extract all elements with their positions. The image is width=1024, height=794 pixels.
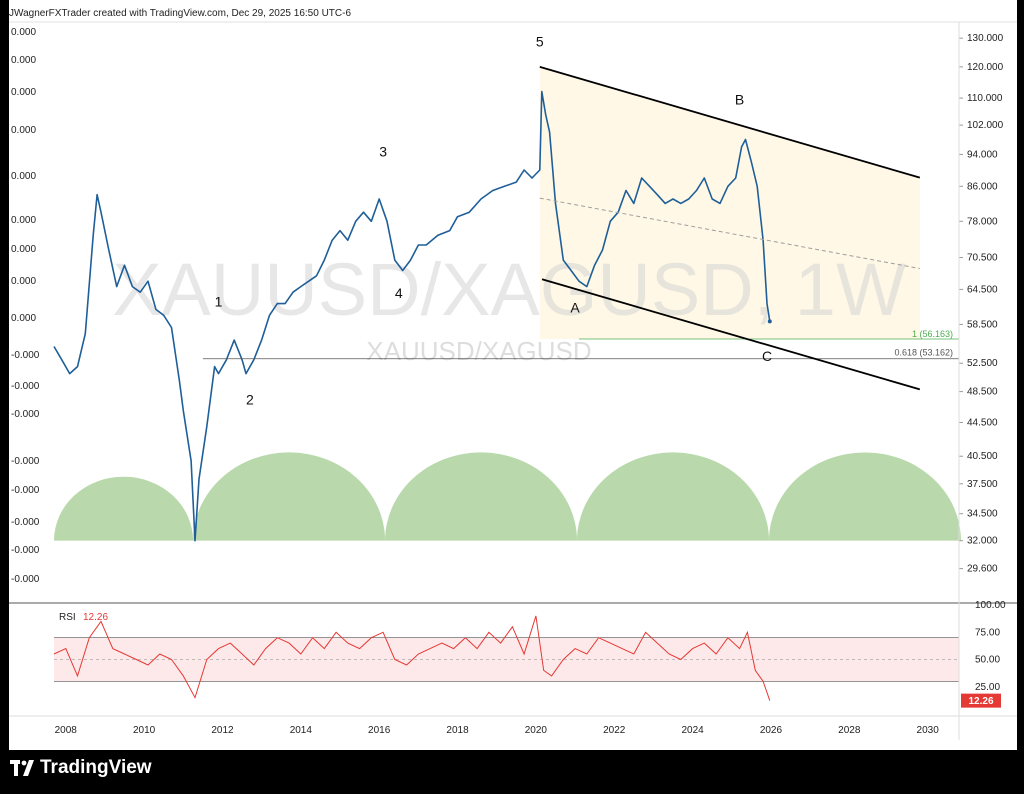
x-tick-label: 2022 [603, 725, 626, 736]
y-tick-label: 94.000 [967, 149, 998, 160]
wave-label-1: 1 [215, 293, 223, 309]
y-tick-label: 29.600 [967, 564, 998, 575]
brand-name: TradingView [40, 757, 152, 778]
left-axis-label: 0.000 [11, 27, 36, 38]
y-tick-label: 64.500 [967, 284, 998, 295]
x-tick-label: 2018 [446, 725, 469, 736]
rsi-tick-label: 100.00 [975, 600, 1006, 611]
wave-label-5: 5 [536, 34, 544, 50]
left-axis-label: -0.000 [11, 456, 40, 467]
rsi-tick-label: 25.00 [975, 682, 1000, 693]
y-tick-label: 110.000 [967, 93, 1003, 104]
watermark-small: XAUUSD/XAGUSD [366, 336, 591, 366]
rsi-label: RSI [59, 612, 76, 623]
y-tick-label: 37.500 [967, 479, 998, 490]
chart-svg[interactable]: JWagnerFXTrader created with TradingView… [9, 0, 1017, 794]
y-tick-label: 78.000 [967, 216, 998, 227]
rsi-tick-label: 50.00 [975, 655, 1000, 666]
x-tick-label: 2008 [55, 725, 78, 736]
fib-label-0618: 0.618 (53.162) [894, 348, 953, 358]
wave-label-b: B [735, 92, 744, 108]
left-axis-label: -0.000 [11, 485, 40, 496]
left-axis-label: 0.000 [11, 87, 36, 98]
x-tick-label: 2010 [133, 725, 156, 736]
x-tick-label: 2028 [838, 725, 861, 736]
last-price-point [767, 319, 772, 324]
y-tick-label: 44.500 [967, 417, 998, 428]
rsi-value: 12.26 [83, 612, 108, 623]
left-axis-label: 0.000 [11, 276, 36, 287]
left-axis-label: 0.000 [11, 55, 36, 66]
left-axis-label: -0.000 [11, 517, 40, 528]
wave-label-4: 4 [395, 285, 403, 301]
y-tick-label: 32.000 [967, 536, 998, 547]
left-axis-label: -0.000 [11, 409, 40, 420]
wave-label-2: 2 [246, 391, 254, 407]
y-tick-label: 102.000 [967, 120, 1004, 131]
time-cycle-arc-4 [577, 452, 769, 541]
channel-lower-line [541, 278, 921, 391]
left-axis-label: -0.000 [11, 350, 40, 361]
y-tick-label: 34.500 [967, 509, 998, 520]
wave-label-c: C [762, 348, 772, 364]
tradingview-logo-icon [10, 760, 34, 776]
x-tick-label: 2014 [290, 725, 313, 736]
time-cycle-arc-1 [54, 476, 194, 541]
left-axis-label: 0.000 [11, 313, 36, 324]
x-tick-label: 2030 [917, 725, 940, 736]
price-line [53, 90, 771, 542]
left-axis-label: 0.000 [11, 215, 36, 226]
y-tick-label: 58.500 [967, 319, 998, 330]
chart-background [9, 0, 1017, 750]
y-tick-label: 48.500 [967, 387, 998, 398]
rsi-value-badge [961, 693, 1001, 708]
y-tick-label: 70.500 [967, 253, 998, 264]
x-tick-label: 2012 [211, 725, 234, 736]
left-axis-label: 0.000 [11, 125, 36, 136]
rsi-tick-label: 75.00 [975, 627, 1000, 638]
time-cycle-arc-5 [768, 452, 961, 541]
rsi-value-badge-text: 12.26 [968, 696, 993, 707]
x-tick-label: 2024 [681, 725, 704, 736]
wave-label-a: A [570, 299, 580, 315]
left-axis-label: -0.000 [11, 545, 40, 556]
channel-median-line [539, 197, 920, 270]
credit-text: JWagnerFXTrader created with TradingView… [9, 8, 351, 19]
left-axis-label: -0.000 [11, 381, 40, 392]
y-tick-label: 86.000 [967, 181, 998, 192]
y-tick-label: 52.500 [967, 358, 998, 369]
left-axis-label: -0.000 [11, 574, 40, 585]
time-cycle-arc-3 [385, 452, 578, 541]
channel-fill [539, 66, 920, 340]
x-tick-label: 2026 [760, 725, 783, 736]
x-tick-label: 2020 [525, 725, 548, 736]
y-tick-label: 40.500 [967, 451, 998, 462]
x-tick-label: 2016 [368, 725, 391, 736]
fib-label-1: 1 (56.163) [912, 329, 953, 339]
rsi-line [53, 615, 771, 701]
channel-upper-line [539, 66, 921, 179]
time-cycle-arc-2 [193, 452, 386, 541]
left-axis-label: 0.000 [11, 171, 36, 182]
left-axis-label: 0.000 [11, 244, 36, 255]
y-tick-label: 130.000 [967, 33, 1004, 44]
y-tick-label: 120.000 [967, 62, 1004, 73]
tradingview-logo[interactable]: TradingView [10, 757, 152, 779]
watermark-large: XAUUSD/XAGUSD, 1W [112, 248, 906, 331]
wave-label-3: 3 [379, 143, 387, 159]
